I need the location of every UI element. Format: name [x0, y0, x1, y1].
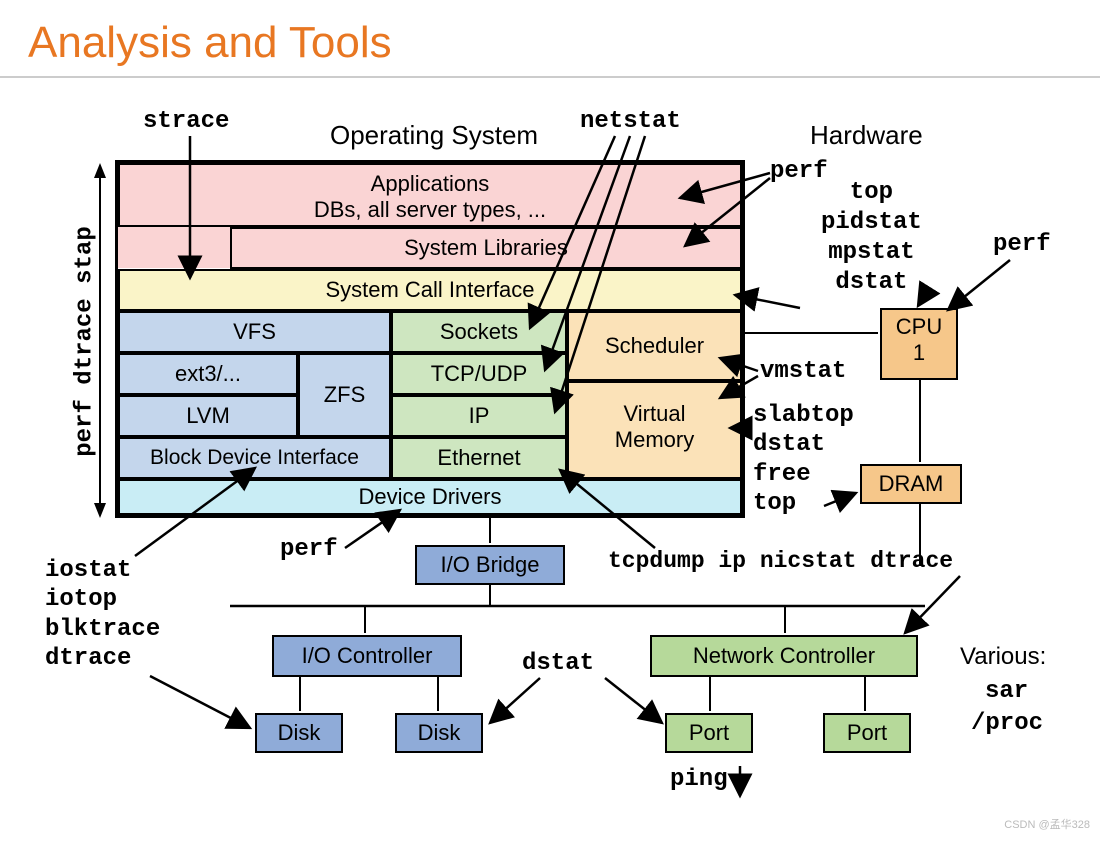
bdi-box: Block Device Interface: [118, 437, 391, 479]
vmstat-label: vmstat: [760, 358, 846, 385]
apps-l1: Applications: [120, 171, 740, 197]
dstat-label: dstat: [522, 650, 594, 677]
cpu-l1: CPU: [882, 314, 956, 340]
disk2-box: Disk: [395, 713, 483, 753]
page-title: Analysis and Tools: [0, 0, 1100, 76]
sar-label: sar: [985, 678, 1028, 705]
dram-box: DRAM: [860, 464, 962, 504]
vertical-tool-label: perf dtrace stap: [72, 226, 99, 456]
vmem-box: Virtual Memory: [567, 381, 742, 479]
disk1-box: Disk: [255, 713, 343, 753]
ext3-box: ext3/...: [118, 353, 298, 395]
various-label: Various:: [960, 643, 1046, 671]
vmem-l1: Virtual: [569, 401, 740, 427]
vmem-l2: Memory: [569, 427, 740, 453]
watermark: CSDN @孟华328: [1004, 816, 1090, 832]
slab-group-label: slabtop dstat free top: [753, 401, 854, 518]
strace-label: strace: [143, 108, 229, 135]
sockets-box: Sockets: [391, 311, 567, 353]
iostat-group-label: iostat iotop blktrace dtrace: [45, 556, 160, 673]
syscall-box: System Call Interface: [118, 269, 742, 311]
port2-box: Port: [823, 713, 911, 753]
proc-label: /proc: [971, 710, 1043, 737]
ip-box: IP: [391, 395, 567, 437]
diagram-stage: Operating System Hardware perf dtrace st…: [0, 78, 1100, 838]
apps-box: Applications DBs, all server types, ...: [118, 163, 742, 227]
syslib-box: System Libraries: [230, 227, 742, 269]
cpu-box: CPU 1: [880, 308, 958, 380]
cpu-l2: 1: [882, 340, 956, 366]
zfs-box: ZFS: [298, 353, 391, 437]
netstat-label: netstat: [580, 108, 681, 135]
netctrl-box: Network Controller: [650, 635, 918, 677]
ping-label: ping: [670, 766, 728, 793]
ioctrl-box: I/O Controller: [272, 635, 462, 677]
hw-heading: Hardware: [810, 120, 923, 151]
tcpdump-group-label: tcpdump ip nicstat dtrace: [608, 548, 953, 574]
perf-label-right: perf: [993, 231, 1051, 258]
tcpudp-box: TCP/UDP: [391, 353, 567, 395]
perf-label-mid: perf: [280, 536, 338, 563]
vfs-box: VFS: [118, 311, 391, 353]
lvm-box: LVM: [118, 395, 298, 437]
scheduler-box: Scheduler: [567, 311, 742, 381]
iobridge-box: I/O Bridge: [415, 545, 565, 585]
top-group-label: top pidstat mpstat dstat: [821, 178, 922, 298]
perf-label-top: perf: [770, 158, 828, 185]
port1-box: Port: [665, 713, 753, 753]
ethernet-box: Ethernet: [391, 437, 567, 479]
os-heading: Operating System: [330, 120, 538, 151]
apps-l2: DBs, all server types, ...: [120, 197, 740, 223]
ddrivers-box: Device Drivers: [118, 479, 742, 515]
